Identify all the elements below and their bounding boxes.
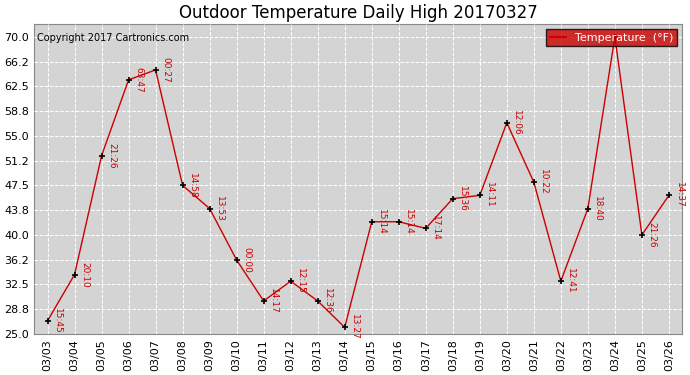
Text: 14:17: 14:17 [269, 288, 278, 314]
Text: 12:06: 12:06 [513, 110, 522, 136]
Text: 17:14: 17:14 [431, 216, 440, 241]
Text: 21:26: 21:26 [647, 222, 656, 248]
Text: 63:47: 63:47 [134, 67, 143, 93]
Text: 14:11: 14:11 [485, 183, 494, 208]
Text: 12:41: 12:41 [566, 268, 575, 294]
Text: Copyright 2017 Cartronics.com: Copyright 2017 Cartronics.com [37, 33, 189, 43]
Text: 12:36: 12:36 [323, 288, 333, 314]
Text: 20:10: 20:10 [80, 262, 89, 288]
Text: 13:53: 13:53 [215, 196, 224, 222]
Text: 21:26: 21:26 [107, 143, 116, 168]
Text: 15:45: 15:45 [53, 308, 62, 334]
Text: 13:27: 13:27 [351, 315, 359, 340]
Text: 10:22: 10:22 [540, 170, 549, 195]
Text: 18:40: 18:40 [593, 196, 602, 221]
Text: 14:37: 14:37 [674, 183, 684, 208]
Text: 00:00: 00:00 [242, 247, 251, 273]
Text: 15:36: 15:36 [458, 186, 467, 211]
Legend: Temperature  (°F): Temperature (°F) [546, 29, 677, 46]
Text: 14:58: 14:58 [188, 172, 197, 198]
Text: 00:27: 00:27 [161, 57, 170, 83]
Title: Outdoor Temperature Daily High 20170327: Outdoor Temperature Daily High 20170327 [179, 4, 538, 22]
Text: 15:14: 15:14 [377, 209, 386, 235]
Text: 15:14: 15:14 [404, 209, 413, 235]
Text: 12:15: 12:15 [296, 268, 305, 294]
